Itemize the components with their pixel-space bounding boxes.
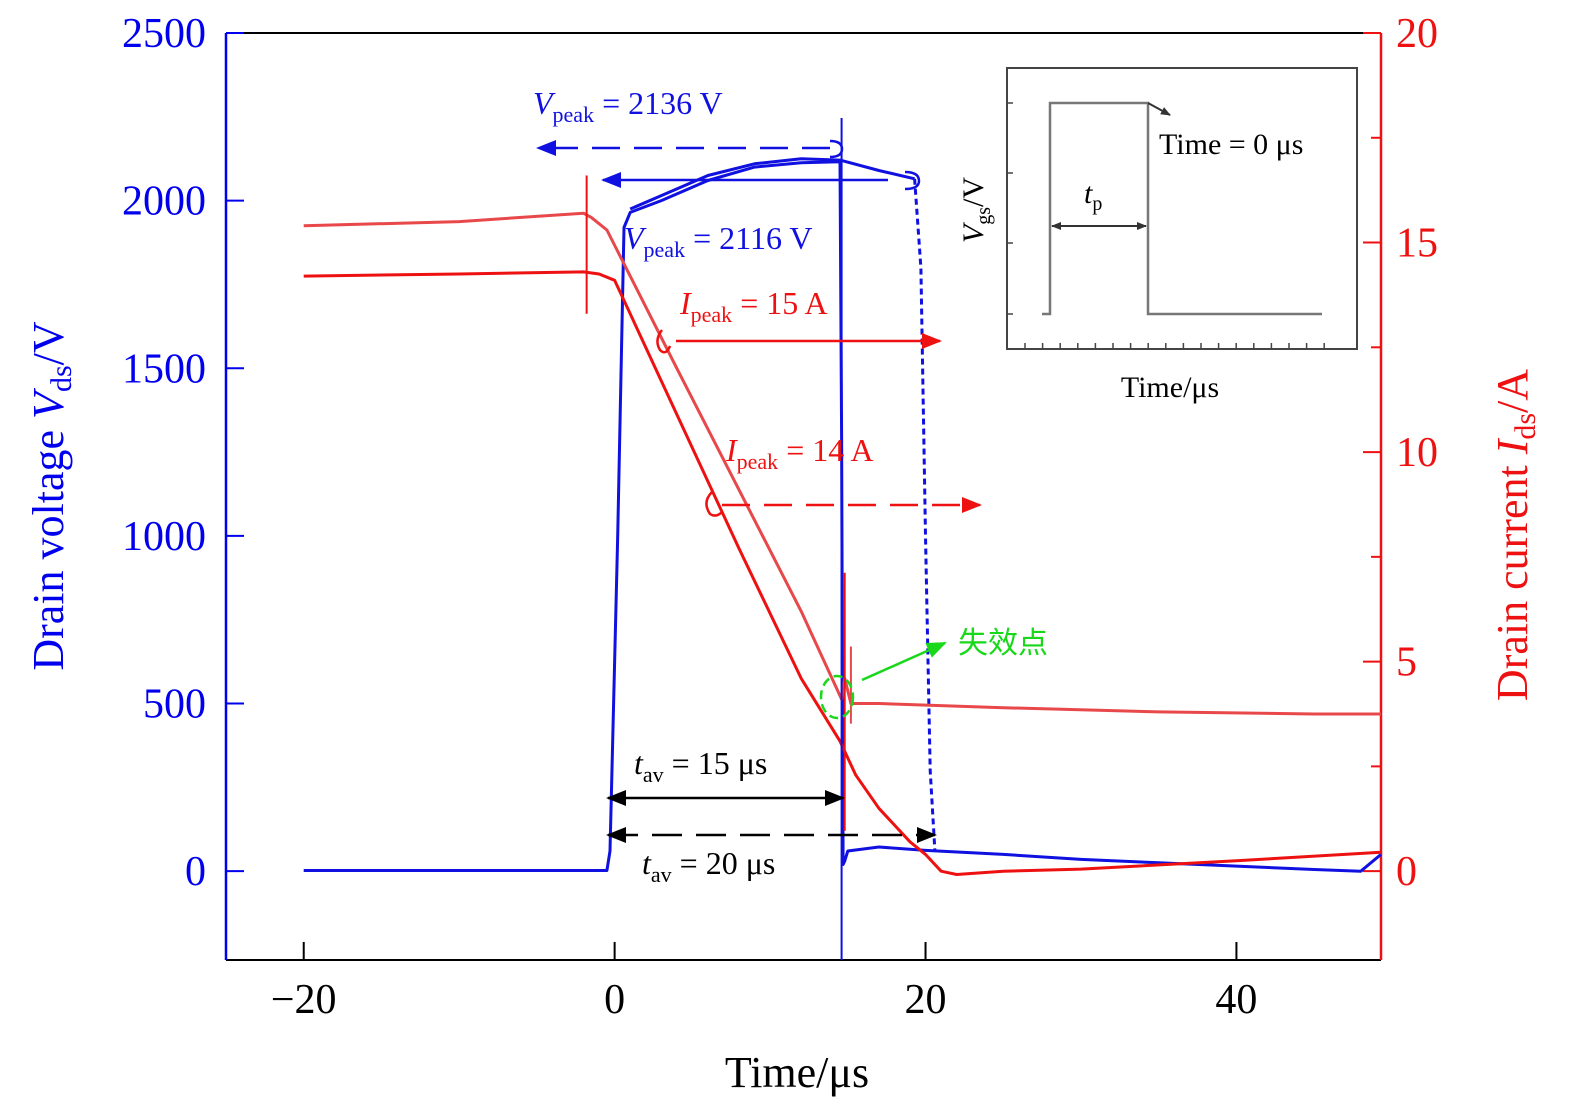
ipeak1-label: Ipeak = 15 A — [679, 285, 828, 327]
right-tick-label: 20 — [1396, 11, 1438, 57]
ipeak2-label: Ipeak = 14 A — [725, 432, 874, 474]
right-tick-label: 5 — [1396, 640, 1417, 686]
right-axis-title: Drain current Ids/A — [1488, 369, 1542, 701]
x-tick-label: 40 — [1215, 977, 1257, 1023]
x-axis-ticks: −20 0 20 40 — [271, 942, 1258, 1023]
left-tick-label: 2000 — [122, 179, 206, 225]
right-tick-label: 0 — [1396, 849, 1417, 895]
inset-y-label: Vgs/V — [957, 177, 995, 243]
chart-figure: −20 0 20 40 0 500 1000 1500 2000 2500 0 5 10 15 20 T… — [0, 0, 1575, 1114]
inset-time-label: Time = 0 μs — [1159, 128, 1303, 161]
right-tick-label: 10 — [1396, 430, 1438, 476]
left-tick-label: 500 — [143, 682, 206, 728]
inset-panel: tp Time = 0 μs Vgs/V Time/μs — [957, 68, 1357, 404]
left-tick-label: 2500 — [122, 11, 206, 57]
inset-x-label: Time/μs — [1121, 371, 1219, 404]
tav1-label: tav = 15 μs — [634, 745, 767, 787]
x-tick-label: 20 — [905, 977, 947, 1023]
vpeak1-marker-circle — [830, 141, 842, 157]
x-tick-label: −20 — [271, 977, 337, 1023]
vpeak2-label: Vpeak = 2116 V — [624, 220, 812, 262]
failure-point-label: 失效点 — [958, 626, 1048, 661]
vpeak1-label: Vpeak = 2136 V — [533, 85, 723, 127]
left-tick-label: 1000 — [122, 514, 206, 560]
tav2-label: tav = 20 μs — [642, 845, 775, 887]
right-tick-label: 15 — [1396, 221, 1438, 267]
left-tick-label: 0 — [185, 849, 206, 895]
series-line-2 — [915, 179, 935, 851]
x-axis-title: Time/μs — [725, 1048, 869, 1097]
left-tick-label: 1500 — [122, 346, 206, 392]
failure-point-arrow — [862, 643, 945, 680]
vpeak2-marker-circle — [905, 172, 919, 189]
inset-frame — [1007, 68, 1357, 349]
left-axis-title: Drain voltage Vds/V — [24, 321, 78, 671]
x-tick-label: 0 — [604, 977, 625, 1023]
right-axis-ticks: 0 5 10 15 20 — [1363, 11, 1438, 895]
